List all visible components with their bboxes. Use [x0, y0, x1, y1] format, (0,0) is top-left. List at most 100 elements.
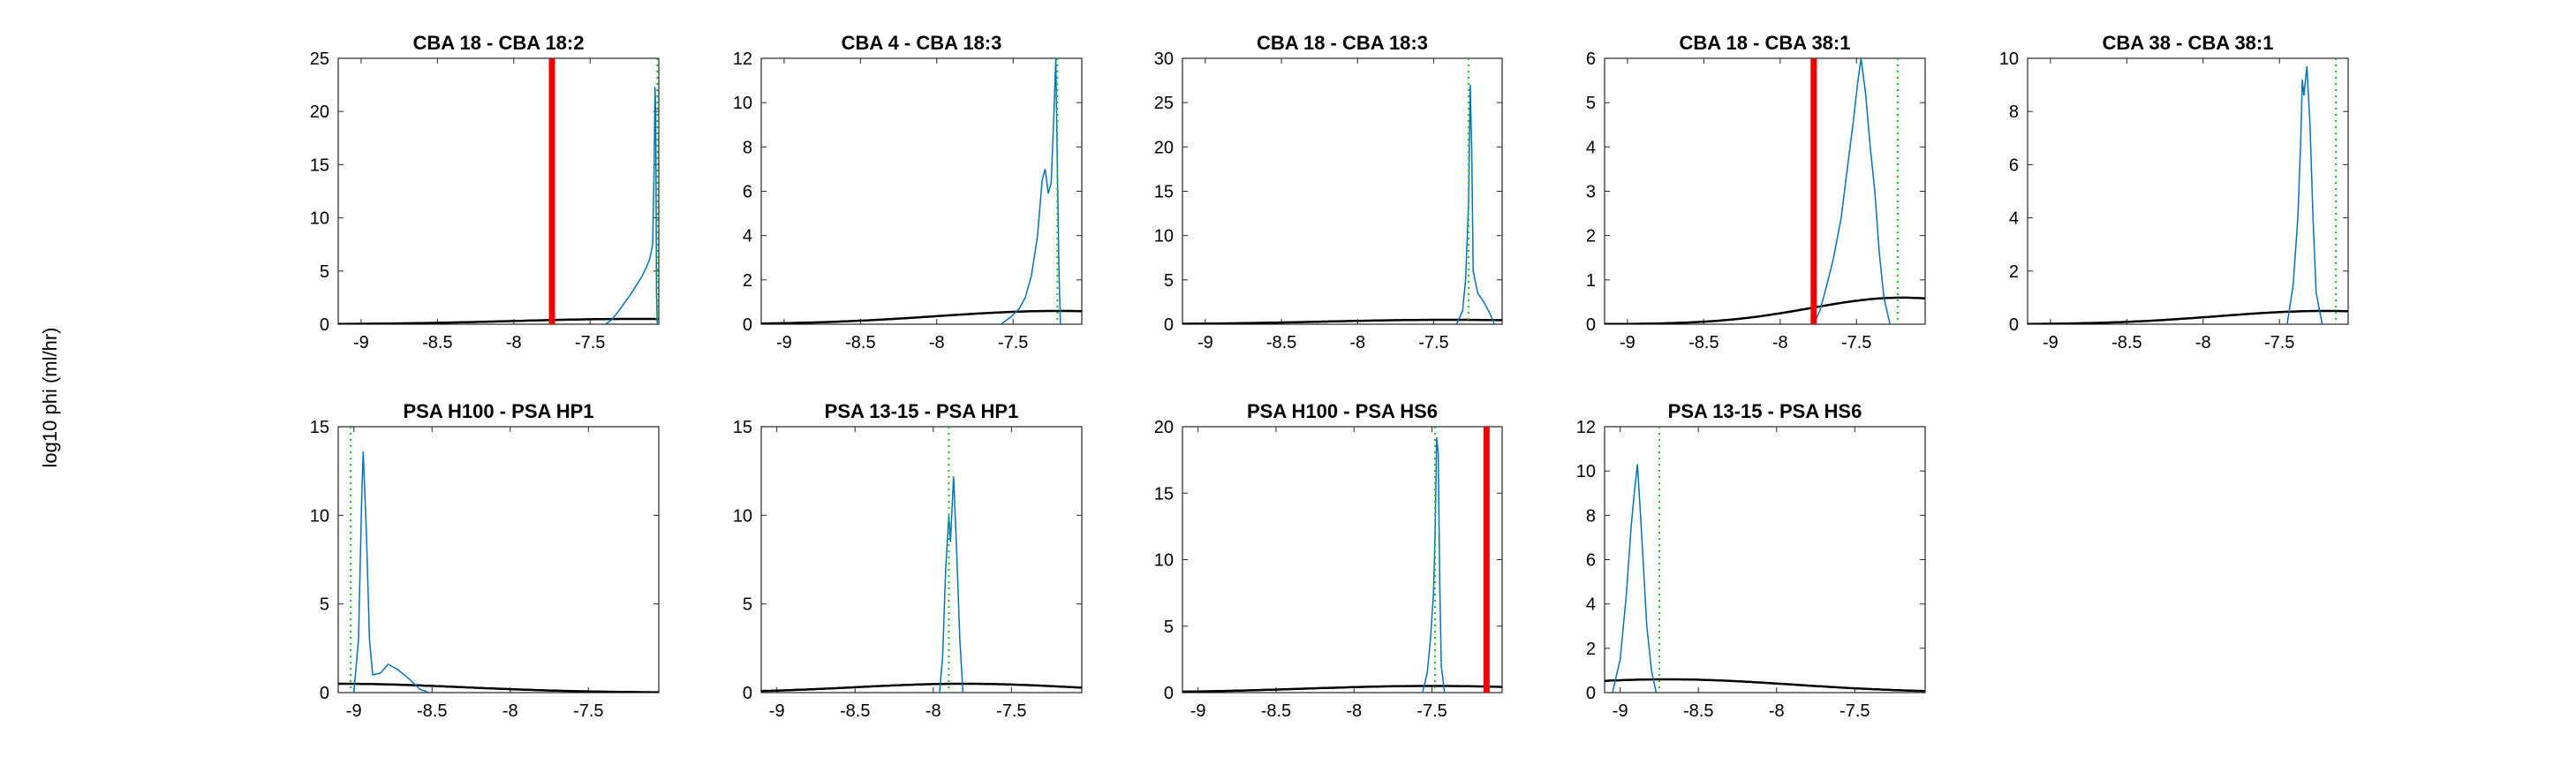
y-tick-label: 5 — [1586, 94, 1596, 113]
x-tick-label: -9 — [769, 701, 785, 721]
axes-box — [1182, 426, 1503, 693]
y-tick-label: 10 — [310, 209, 329, 229]
subplot-title: PSA H100 - PSA HP1 — [403, 400, 593, 422]
y-tick-label: 0 — [2009, 315, 2019, 335]
posterior-histogram — [2286, 65, 2323, 324]
x-tick-label: -9 — [1190, 701, 1206, 721]
plot-area — [338, 58, 659, 324]
subplot-title: PSA H100 - PSA HS6 — [1247, 400, 1438, 422]
x-tick-label: -8.5 — [845, 333, 875, 352]
x-tick-label: -7.5 — [573, 701, 603, 721]
plot-area — [2028, 58, 2348, 324]
x-tick-label: -8 — [2195, 333, 2211, 352]
axes-box — [1182, 57, 1503, 325]
x-tick-label: -8 — [1346, 701, 1362, 721]
x-tick-label: -8 — [929, 333, 945, 352]
plot-area — [338, 427, 659, 693]
subplot-2: -9 -8.5 -8 -7.5 0 2 4 6 8 10 12 CBA 4 - CBA 18:3 — [733, 32, 1083, 352]
y-tick-label: 4 — [2009, 209, 2019, 229]
y-tick-label: 12 — [733, 49, 752, 69]
y-tick-label: 12 — [1576, 418, 1596, 437]
subplot-5: -9 -8.5 -8 -7.5 0 2 4 6 8 10 CBA 38 - CBA 38:1 — [1999, 32, 2349, 352]
y-tick-label: 10 — [1576, 462, 1596, 481]
x-tick-label: -9 — [346, 701, 362, 721]
y-tick-label: 0 — [743, 684, 752, 703]
y-tick-label: 2 — [1586, 640, 1596, 659]
x-tick-label: -8 — [1349, 333, 1365, 352]
axes-box — [1604, 57, 1926, 325]
y-tick-label: 25 — [310, 49, 329, 69]
x-tick-label: -9 — [1613, 701, 1628, 721]
x-tick-label: -9 — [776, 333, 792, 352]
prior-curve — [1605, 678, 1925, 693]
y-tick-label: 4 — [1586, 138, 1596, 157]
x-tick-label: -8 — [1772, 333, 1788, 352]
y-tick-label: 0 — [320, 684, 329, 703]
x-tick-label: -8.5 — [417, 701, 447, 721]
posterior-histogram — [939, 476, 964, 693]
x-tick-label: -9 — [353, 333, 369, 352]
y-tick-label: 10 — [1154, 227, 1174, 246]
x-tick-label: -7.5 — [2264, 333, 2294, 352]
x-tick-label: -7.5 — [998, 333, 1028, 352]
x-tick-label: -9 — [1620, 333, 1635, 352]
prior-curve — [761, 682, 1082, 693]
y-tick-label: 6 — [743, 183, 752, 202]
y-tick-label: 8 — [1586, 506, 1596, 526]
plot-area — [761, 58, 1082, 324]
plot-area — [1605, 58, 1925, 324]
x-tick-label: -8 — [925, 701, 941, 721]
y-tick-label: 10 — [1154, 551, 1174, 571]
subplot-1: -9 -8.5 -8 -7.5 0 5 10 15 20 25 CBA 18 - CBA 18:2 — [310, 32, 660, 352]
y-tick-label: 20 — [310, 102, 329, 122]
prior-curve — [761, 309, 1082, 324]
subplot-title: CBA 38 - CBA 38:1 — [2103, 32, 2274, 54]
axes-box — [337, 57, 660, 325]
subplot-title: CBA 18 - CBA 18:2 — [413, 32, 585, 54]
x-tick-label: -8.5 — [1683, 701, 1713, 721]
y-tick-label: 10 — [310, 506, 329, 526]
plot-area — [1182, 427, 1502, 693]
y-tick-label: 5 — [1164, 618, 1174, 637]
y-tick-label: 20 — [1154, 138, 1174, 157]
y-tick-label: 0 — [743, 315, 752, 335]
y-tick-label: 3 — [1586, 183, 1596, 202]
y-tick-label: 30 — [1154, 49, 1174, 69]
x-tick-label: -7.5 — [1839, 701, 1870, 721]
plot-area — [761, 427, 1082, 693]
subplot-9: -9 -8.5 -8 -7.5 0 2 4 6 8 10 12 PSA 13-15 - PSA HS6 — [1576, 400, 1926, 721]
y-tick-label: 10 — [733, 94, 752, 113]
subplot-4: -9 -8.5 -8 -7.5 0 1 2 3 4 5 6 CBA 18 - CBA 38:1 — [1586, 32, 1926, 352]
y-tick-label: 0 — [1586, 315, 1596, 335]
y-tick-label: 2 — [2009, 262, 2019, 282]
x-tick-label: -8.5 — [2111, 333, 2142, 352]
y-tick-label: 15 — [310, 418, 329, 437]
x-tick-label: -8.5 — [840, 701, 870, 721]
y-tick-label: 8 — [743, 138, 752, 157]
x-tick-label: -8.5 — [1266, 333, 1296, 352]
x-tick-label: -8.5 — [1261, 701, 1291, 721]
axes-box — [760, 426, 1083, 693]
y-tick-label: 5 — [320, 595, 329, 615]
prior-curve — [2028, 309, 2348, 324]
x-tick-label: -7.5 — [1416, 701, 1447, 721]
y-tick-label: 20 — [1154, 418, 1174, 437]
prior-curve — [1182, 685, 1502, 693]
x-tick-label: -8 — [1769, 701, 1785, 721]
y-tick-label: 5 — [320, 262, 329, 282]
posterior-histogram — [1612, 464, 1658, 693]
x-tick-label: -9 — [1197, 333, 1213, 352]
prior-curve — [338, 682, 659, 693]
x-tick-label: -7.5 — [575, 333, 605, 352]
axes-box — [1604, 426, 1926, 693]
plot-area — [1605, 427, 1925, 693]
y-tick-label: 6 — [1586, 551, 1596, 571]
prior-curve — [1605, 296, 1925, 324]
y-tick-label: 10 — [1999, 49, 2019, 69]
posterior-histogram — [1000, 58, 1061, 324]
prior-curve — [338, 317, 659, 324]
y-tick-label: 5 — [1164, 271, 1174, 291]
axes-box — [2027, 57, 2349, 325]
posterior-histogram — [1422, 436, 1446, 693]
